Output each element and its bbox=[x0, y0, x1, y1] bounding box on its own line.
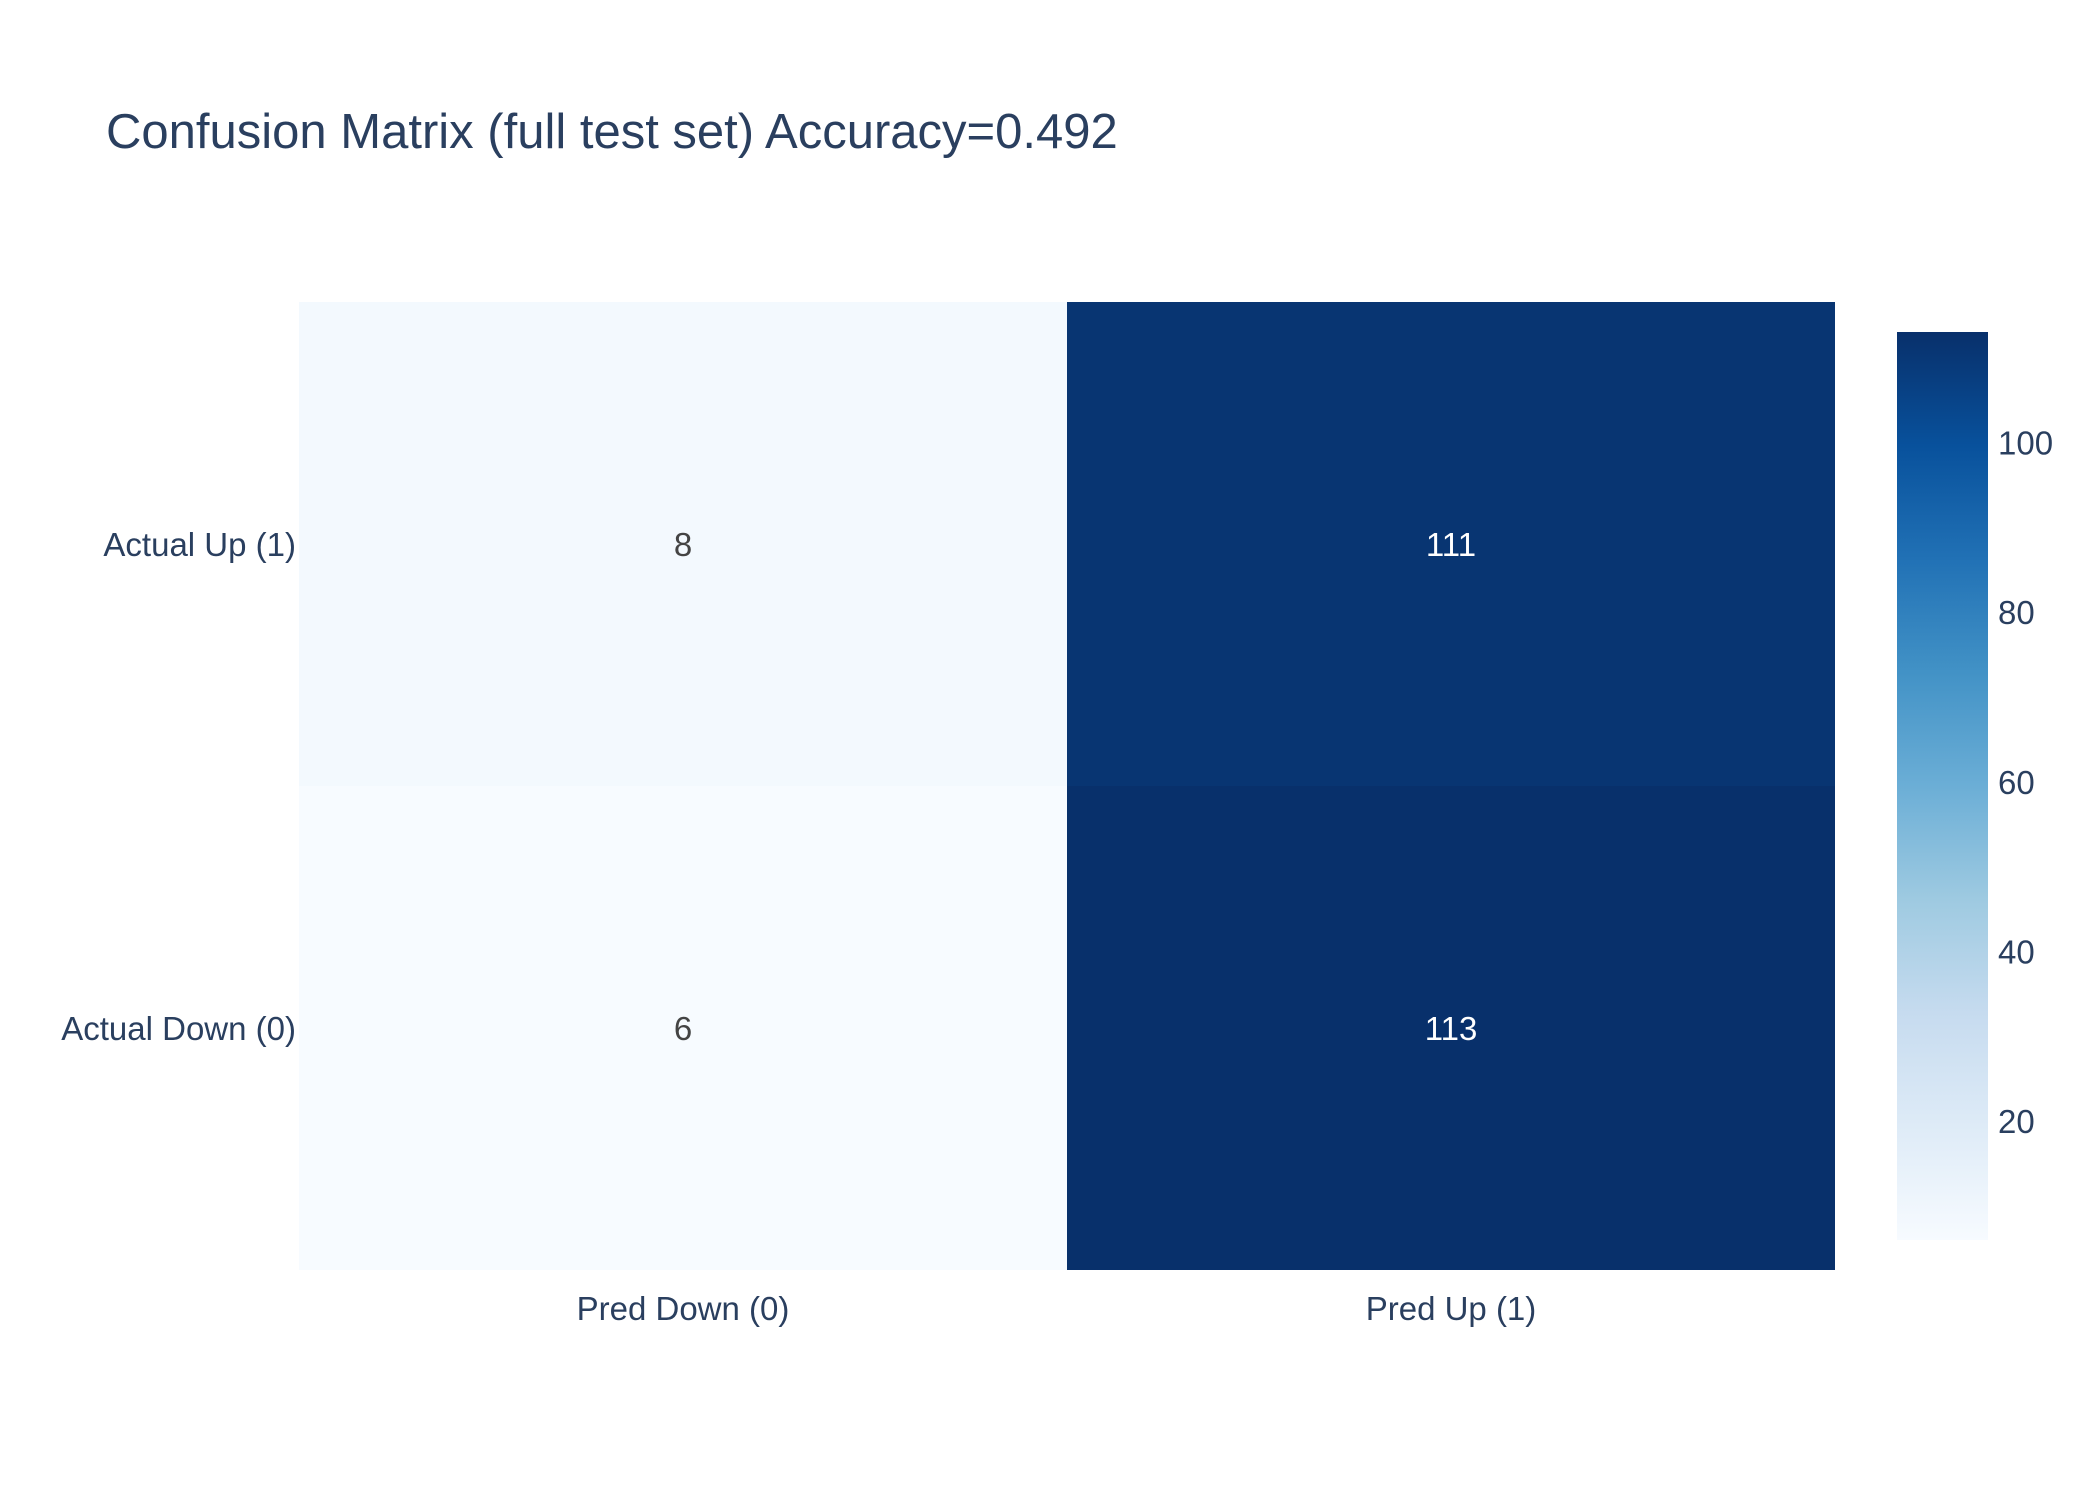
cell-annotations: 6 113 8 111 bbox=[674, 526, 1477, 1047]
heatmap-cell bbox=[299, 302, 1067, 786]
cell-annotation: 111 bbox=[1426, 526, 1476, 563]
colorbar-tick-labels: 20 40 60 80 100 bbox=[1998, 424, 2053, 1140]
y-tick-label: Actual Up (1) bbox=[103, 526, 296, 563]
heatmap-cell bbox=[1067, 302, 1835, 786]
heatmap-cell bbox=[1067, 786, 1835, 1270]
x-axis-tick-labels: Pred Down (0) Pred Up (1) bbox=[577, 1290, 1537, 1327]
chart-title: Confusion Matrix (full test set) Accurac… bbox=[106, 105, 1118, 159]
x-tick-label: Pred Up (1) bbox=[1366, 1290, 1537, 1327]
colorbar-tick-label: 60 bbox=[1998, 764, 2035, 801]
cell-annotation: 8 bbox=[674, 526, 692, 563]
y-tick-label: Actual Down (0) bbox=[61, 1010, 296, 1047]
cell-annotation: 6 bbox=[674, 1010, 692, 1047]
cell-annotation: 113 bbox=[1425, 1010, 1478, 1047]
colorbar-tick-label: 100 bbox=[1998, 424, 2053, 461]
x-tick-label: Pred Down (0) bbox=[577, 1290, 790, 1327]
colorbar-tick-label: 80 bbox=[1998, 594, 2035, 631]
y-axis-tick-labels: Actual Down (0) Actual Up (1) bbox=[61, 526, 296, 1047]
heatmap-cells bbox=[299, 302, 1835, 1270]
colorbar bbox=[1897, 332, 1988, 1240]
heatmap-cell bbox=[299, 786, 1067, 1270]
colorbar-tick-label: 40 bbox=[1998, 933, 2035, 970]
colorbar-tick-label: 20 bbox=[1998, 1103, 2035, 1140]
